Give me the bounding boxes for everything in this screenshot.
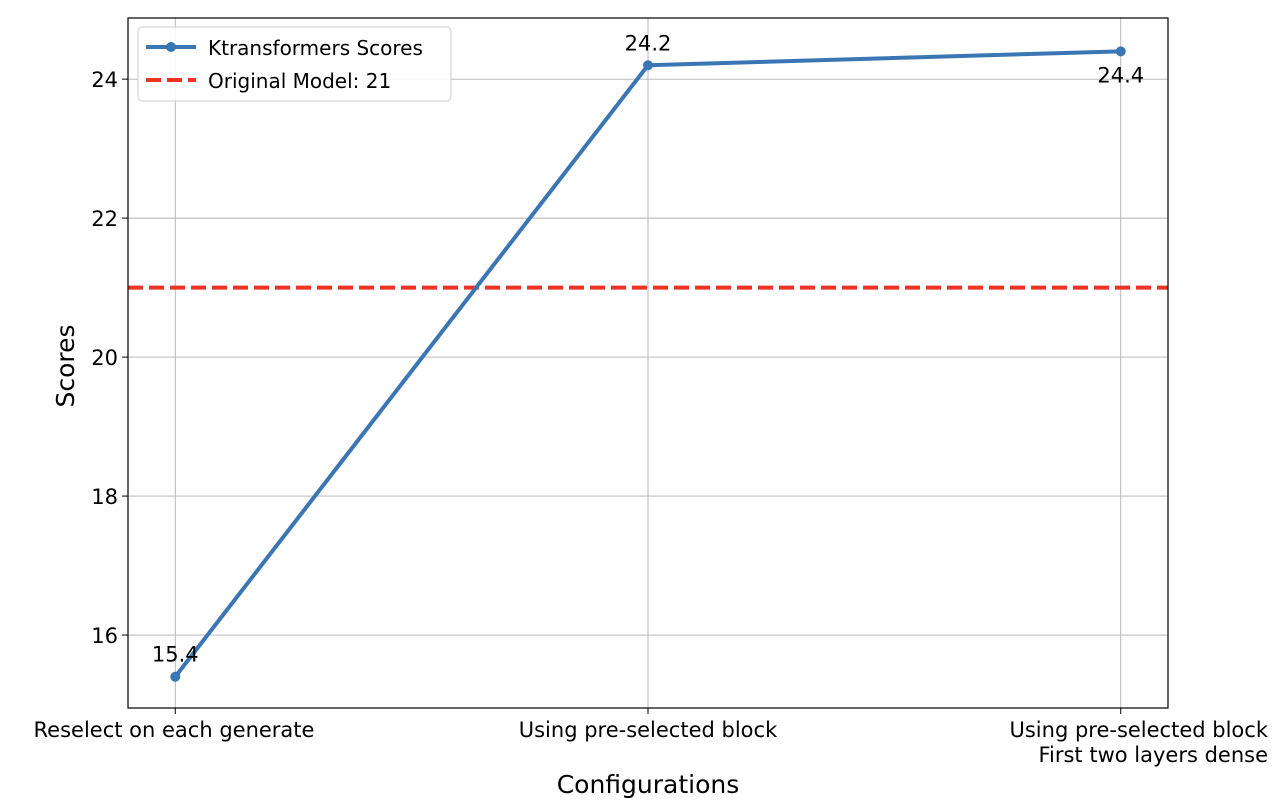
series (170, 46, 1126, 682)
x-tick-label: Using pre-selected block (1009, 718, 1268, 742)
legend-series-marker (166, 42, 176, 52)
legend-ref-label: Original Model: 21 (208, 69, 391, 93)
legend-series-label: Ktransformers Scores (208, 36, 423, 60)
y-tick-label: 24 (91, 68, 118, 92)
y-tick-label: 22 (91, 207, 118, 231)
x-tick-label: Reselect on each generate (34, 718, 315, 742)
y-tick-label: 18 (91, 485, 118, 509)
legend: Ktransformers Scores Original Model: 21 (137, 26, 452, 102)
data-point (1115, 46, 1126, 57)
x-tick-label: First two layers dense (1038, 743, 1268, 767)
data-label: 24.2 (625, 31, 672, 55)
data-label: 24.4 (1097, 63, 1144, 87)
x-axis-label: Configurations (557, 770, 740, 799)
y-ticks: 16 18 20 22 24 (91, 68, 128, 648)
y-tick-label: 20 (91, 346, 118, 370)
y-tick-label: 16 (91, 624, 118, 648)
legend-box (137, 26, 452, 102)
grid (128, 18, 1168, 708)
x-tick-label: Using pre-selected block (519, 718, 778, 742)
data-labels: 15.4 24.2 24.4 (152, 31, 1144, 666)
data-point (170, 671, 181, 682)
x-ticks: Reselect on each generate Using pre-selec… (34, 708, 1269, 767)
y-axis-label: Scores (51, 324, 80, 407)
data-label: 15.4 (152, 643, 199, 667)
data-point (643, 60, 653, 71)
